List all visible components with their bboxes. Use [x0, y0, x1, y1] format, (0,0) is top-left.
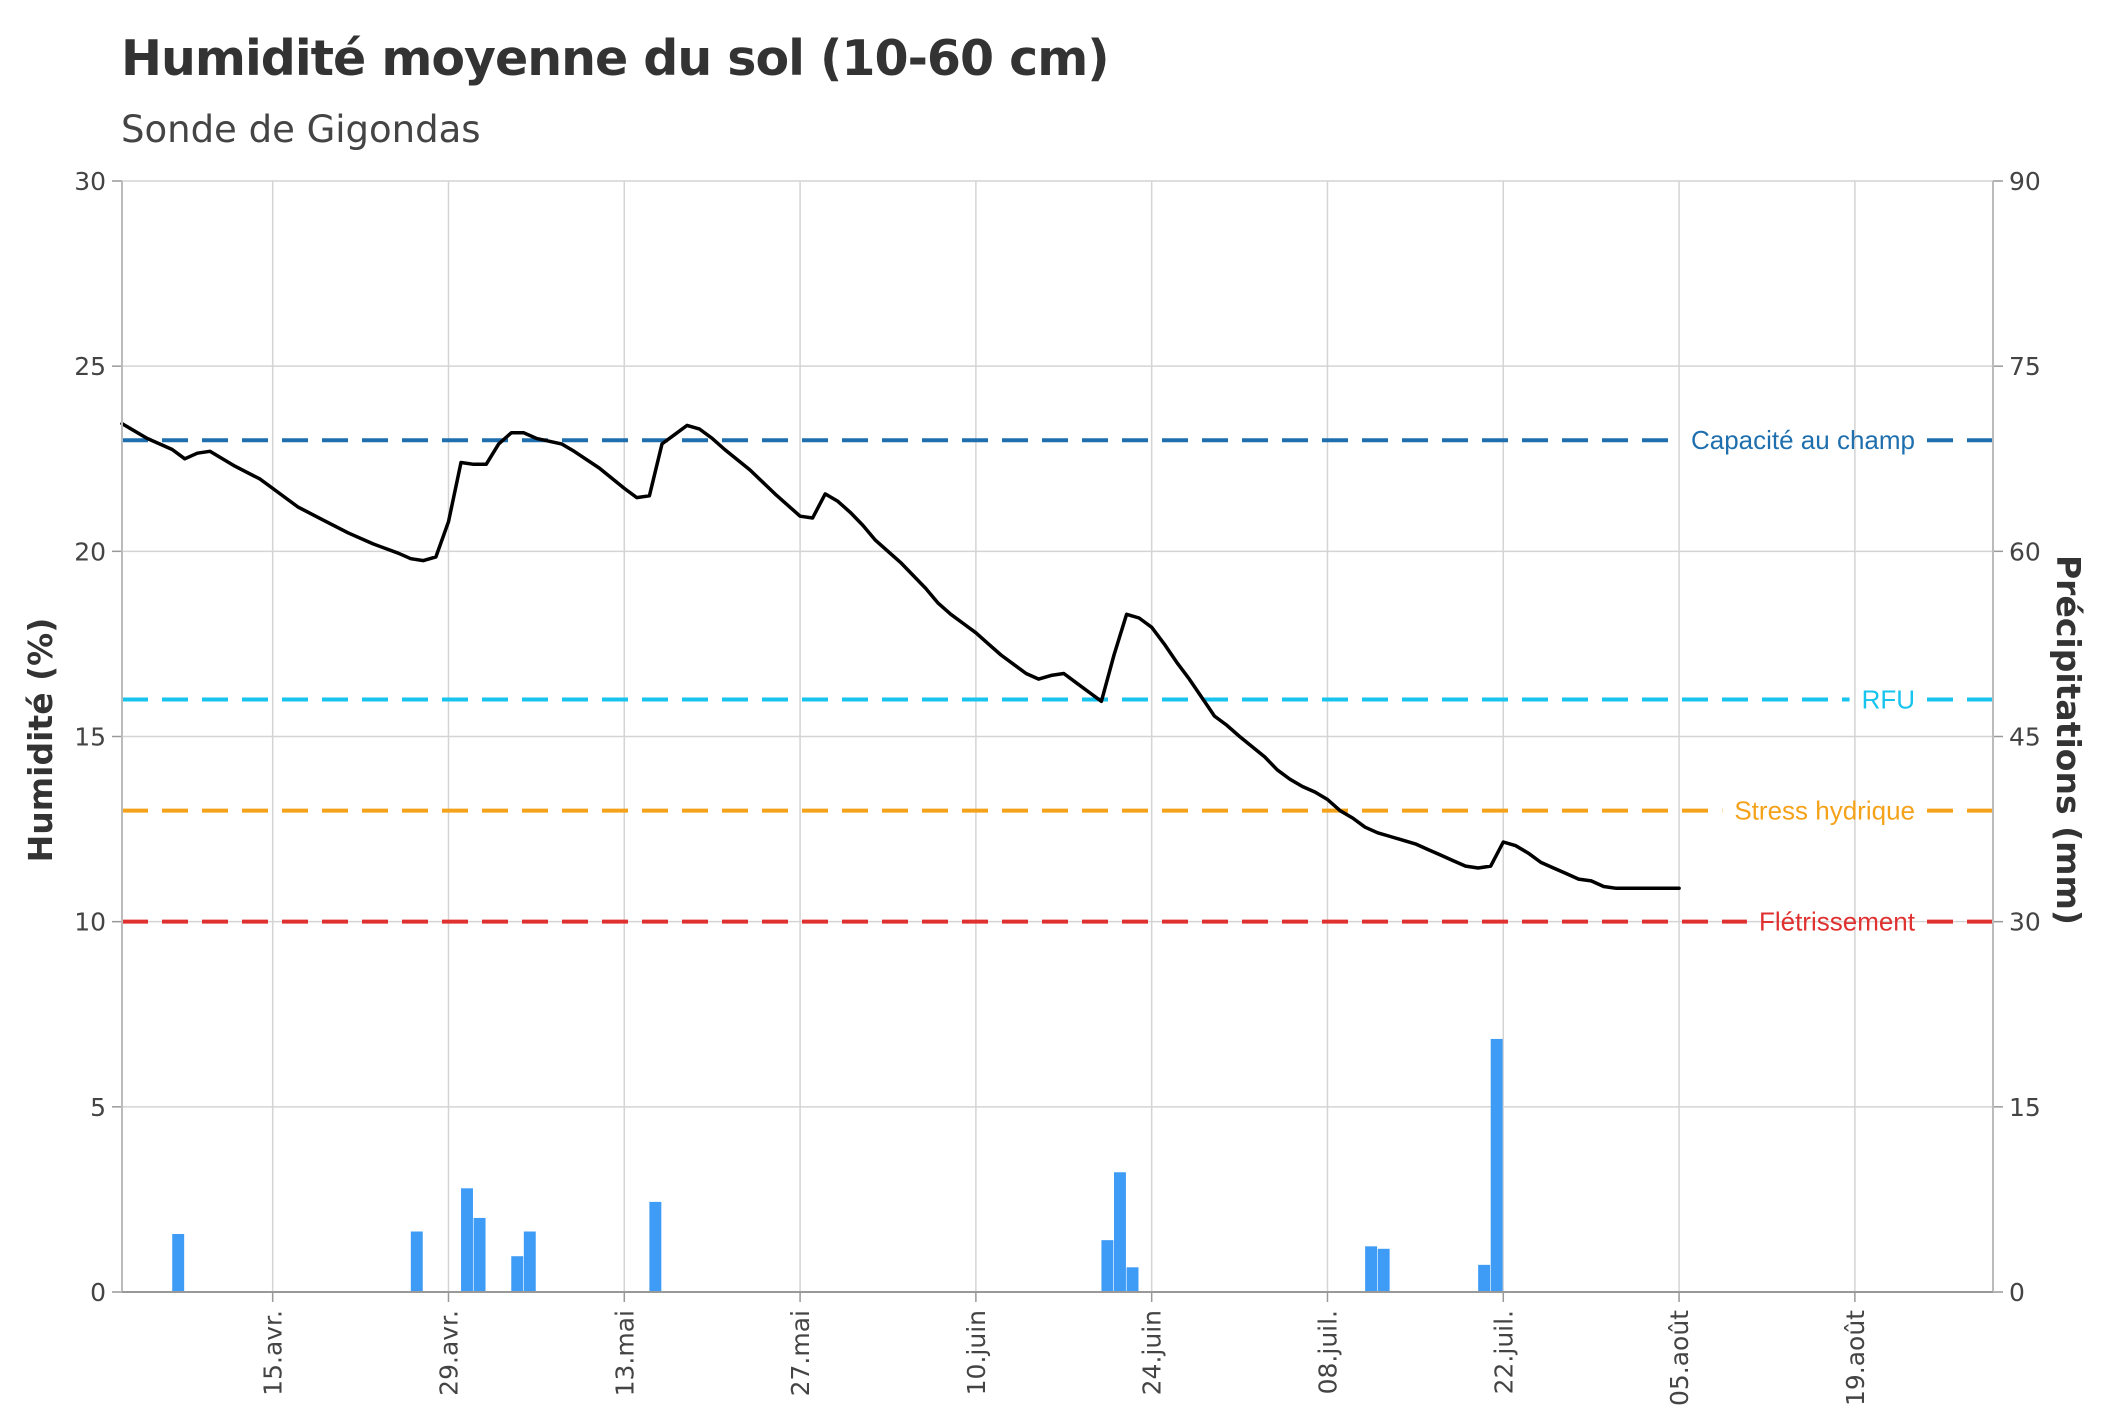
x-tick-label: 05.août: [1665, 1310, 1694, 1406]
precipitation-bar: [1365, 1246, 1378, 1292]
reference-line-label: Stress hydrique: [1734, 796, 1915, 826]
y-tick-label: 30: [74, 167, 106, 196]
x-tick-label: 10.juin: [962, 1310, 991, 1395]
y2-tick-label: 0: [2009, 1278, 2025, 1307]
reference-line-label: Flétrissement: [1759, 907, 1916, 937]
precipitation-bars: [172, 1038, 1503, 1292]
x-tick-label: 27.mai: [786, 1310, 815, 1396]
precipitation-bar: [1490, 1038, 1503, 1292]
precipitation-bar: [473, 1217, 486, 1292]
precipitation-bar: [1126, 1267, 1139, 1292]
x-tick-label: 08.juil.: [1313, 1310, 1342, 1394]
y2-tick-label: 45: [2009, 723, 2041, 752]
y-tick-label: 25: [74, 352, 106, 381]
y-tick-label: 20: [74, 537, 106, 566]
precipitation-bar: [511, 1256, 524, 1292]
y-axis-title: Humidité (%): [21, 618, 60, 863]
x-tick-label: 29.avr.: [434, 1310, 463, 1396]
axes: [112, 180, 2003, 1302]
tick-labels: 0 0 5 15 10 30 15 45 20 60 25 75 30 90 15.avr. 29.avr. 1…: [74, 167, 2041, 1406]
precipitation-bar: [1114, 1172, 1126, 1292]
x-tick-label: 15.avr.: [259, 1310, 288, 1396]
x-tick-label: 22.juil.: [1489, 1310, 1518, 1394]
y-tick-label: 5: [90, 1093, 106, 1122]
reference-line-label: RFU: [1862, 684, 1915, 714]
humidity-line: [120, 421, 1681, 891]
y2-tick-label: 15: [2009, 1093, 2041, 1122]
y2-tick-label: 30: [2009, 908, 2041, 937]
y2-tick-label: 75: [2009, 352, 2041, 381]
precipitation-bar: [172, 1233, 185, 1292]
reference-lines: Capacité au champ RFU Stress hydrique Flétr…: [122, 425, 1993, 937]
precipitation-bar: [1478, 1264, 1491, 1292]
reference-line-label: Capacité au champ: [1691, 425, 1915, 455]
y-tick-label: 15: [74, 723, 106, 752]
precipitation-bar: [649, 1201, 662, 1292]
humidity-series-line: [120, 421, 1681, 891]
chart-title: Humidité moyenne du sol (10-60 cm): [121, 30, 1110, 87]
precipitation-bar: [1101, 1240, 1114, 1292]
x-tick-label: 13.mai: [610, 1310, 639, 1396]
x-tick-label: 24.juin: [1138, 1310, 1167, 1395]
y2-tick-label: 90: [2009, 167, 2041, 196]
precipitation-bar: [461, 1188, 473, 1292]
chart-subtitle: Sonde de Gigondas: [121, 108, 481, 151]
precipitation-bar: [523, 1231, 536, 1292]
y2-tick-label: 60: [2009, 537, 2041, 566]
y-tick-label: 10: [74, 908, 106, 937]
y2-axis-title: Précipitations (mm): [2049, 555, 2088, 925]
precipitation-bar: [1377, 1248, 1390, 1292]
precipitation-bar: [410, 1231, 423, 1292]
grid: [122, 180, 1993, 1293]
x-tick-label: 19.août: [1841, 1310, 1870, 1406]
y-tick-label: 0: [90, 1278, 106, 1307]
